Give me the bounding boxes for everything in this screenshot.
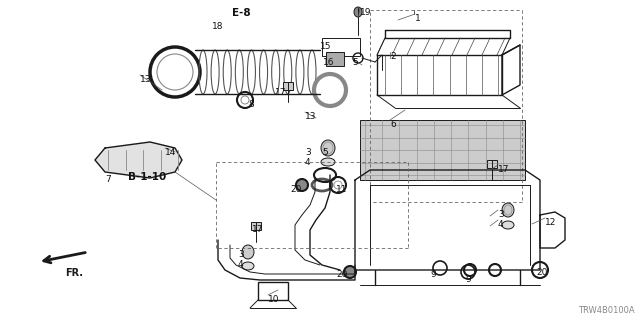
Text: 13: 13 (140, 75, 152, 84)
Text: TRW4B0100A: TRW4B0100A (579, 306, 635, 315)
Ellipse shape (321, 158, 335, 166)
Bar (487, 160, 497, 168)
Text: 20: 20 (290, 185, 301, 194)
Text: 8: 8 (248, 100, 253, 109)
Text: 14: 14 (165, 148, 177, 157)
Text: 13: 13 (305, 112, 317, 121)
Text: B-1-10: B-1-10 (128, 172, 166, 182)
Text: 20: 20 (336, 270, 348, 279)
Bar (326, 52, 344, 66)
Ellipse shape (321, 140, 335, 156)
Text: 17: 17 (252, 225, 264, 234)
Text: 10: 10 (268, 295, 280, 304)
Text: 16: 16 (323, 58, 335, 67)
Ellipse shape (354, 7, 362, 17)
Text: 9: 9 (430, 270, 436, 279)
Bar (360, 120, 525, 180)
Text: E-8: E-8 (232, 8, 251, 18)
Ellipse shape (502, 221, 514, 229)
Text: 3: 3 (498, 210, 504, 219)
Circle shape (296, 179, 308, 191)
Text: 17: 17 (498, 165, 509, 174)
Bar (283, 82, 293, 90)
Text: 4: 4 (498, 220, 504, 229)
Circle shape (344, 266, 356, 278)
Text: 5: 5 (322, 148, 328, 157)
Text: 1: 1 (415, 14, 420, 23)
Text: 3: 3 (238, 250, 244, 259)
Text: 2: 2 (390, 52, 396, 61)
Polygon shape (95, 142, 182, 178)
Text: 3: 3 (305, 148, 311, 157)
Ellipse shape (502, 203, 514, 217)
Text: 4: 4 (238, 260, 244, 269)
Bar (258, 282, 288, 300)
Text: 9: 9 (465, 275, 471, 284)
Bar (251, 222, 261, 230)
Text: 17: 17 (275, 88, 287, 97)
Text: 6: 6 (390, 120, 396, 129)
Text: 7: 7 (105, 175, 111, 184)
Text: 11: 11 (336, 185, 348, 194)
Text: 19: 19 (360, 8, 371, 17)
Text: 20: 20 (536, 268, 547, 277)
Text: 18: 18 (212, 22, 223, 31)
Text: 15: 15 (320, 42, 332, 51)
Ellipse shape (242, 245, 254, 259)
Text: 12: 12 (545, 218, 556, 227)
Ellipse shape (242, 262, 254, 270)
Bar (322, 38, 360, 56)
Text: 5: 5 (352, 58, 358, 67)
Text: FR.: FR. (65, 268, 83, 278)
Text: 4: 4 (305, 158, 310, 167)
